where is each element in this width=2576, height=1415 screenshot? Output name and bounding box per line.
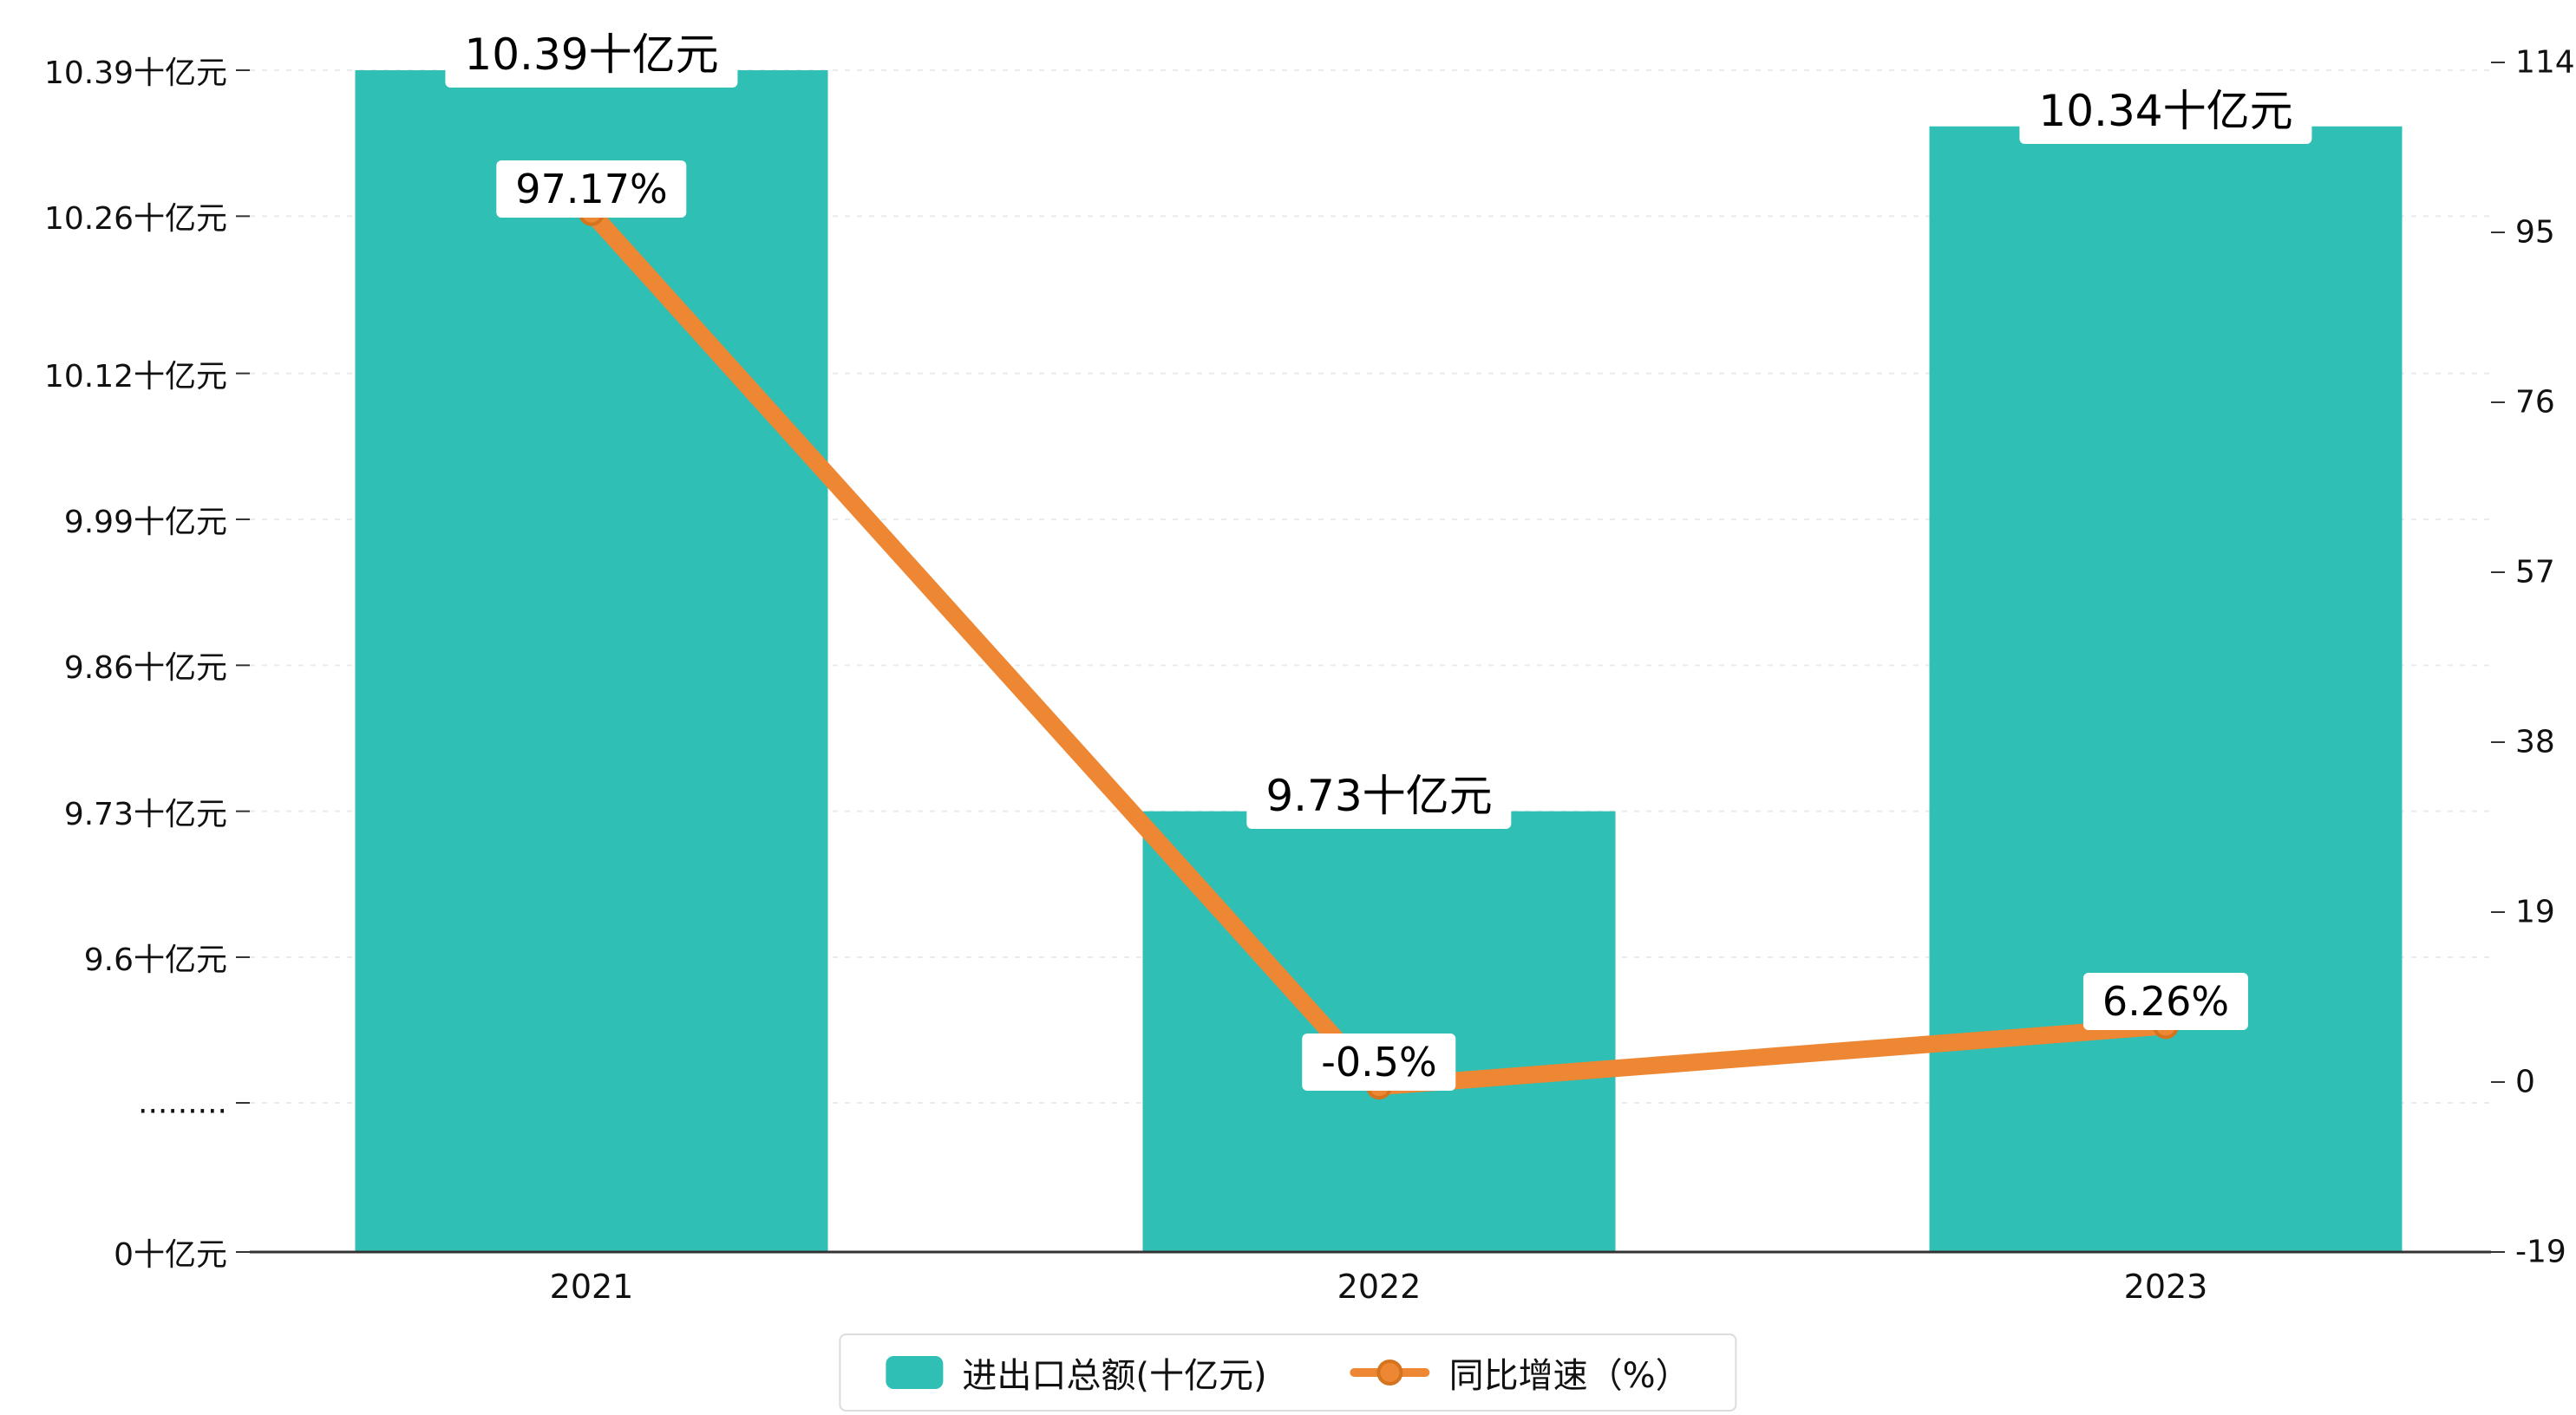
bar-2023[interactable] <box>1929 126 2403 1253</box>
legend-item-yoy-growth[interactable]: 同比增速（%） <box>1350 1347 1690 1398</box>
line-series-marker-icon <box>1350 1360 1430 1386</box>
legend: 进出口总额(十亿元) 同比增速（%） <box>839 1333 1737 1412</box>
legend-label-bar: 进出口总额(十亿元) <box>962 1356 1267 1396</box>
line-point-2023[interactable] <box>2153 1013 2179 1040</box>
bar-2021[interactable] <box>355 70 828 1252</box>
bar-2022[interactable] <box>1142 811 1616 1252</box>
line-point-2021[interactable] <box>579 199 605 226</box>
legend-item-import-export-total[interactable]: 进出口总额(十亿元) <box>886 1347 1267 1398</box>
bar-series-swatch <box>886 1356 944 1389</box>
line-series-dot-icon <box>1376 1360 1403 1386</box>
legend-label-line: 同比增速（%） <box>1448 1356 1690 1396</box>
line-point-2022[interactable] <box>1366 1073 1392 1100</box>
